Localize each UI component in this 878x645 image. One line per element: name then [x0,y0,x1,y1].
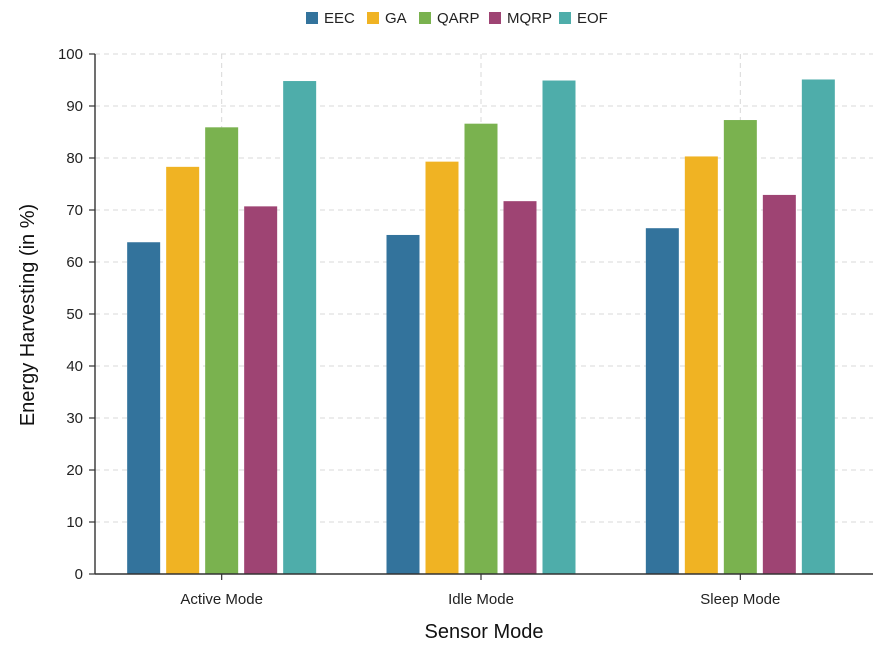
bar-mqrp-sleep-mode [762,194,796,575]
bar-eec-sleep-mode [645,228,679,574]
bar-ga-idle-mode [425,161,459,574]
bar-mqrp-active-mode [244,206,278,575]
legend-swatch-eof [559,12,571,24]
y-axis-title: Energy Harvesting (in %) [17,204,39,426]
legend-label-ga: GA [385,10,407,27]
legend: EEC GA QARP MQRP EOF [306,10,608,27]
bar-eof-active-mode [283,81,317,574]
bar-ga-active-mode [166,166,200,574]
legend-swatch-mqrp [489,12,501,24]
bar-ga-sleep-mode [684,156,718,574]
y-tick-label: 40 [66,358,83,375]
bars [127,79,835,575]
bar-eof-sleep-mode [801,79,835,574]
y-tick-label: 10 [66,514,83,531]
y-tick-label: 60 [66,254,83,271]
bar-qarp-active-mode [205,127,239,574]
x-tick-labels: Active Mode Idle Mode Sleep Mode [180,591,780,608]
y-tick-label: 20 [66,462,83,479]
bar-qarp-idle-mode [464,123,498,575]
legend-swatch-ga [367,12,379,24]
axes [89,53,873,580]
x-tick-label: Sleep Mode [700,591,780,608]
y-tick-label: 70 [66,202,83,219]
x-axis-title: Sensor Mode [425,621,544,643]
legend-swatch-eec [306,12,318,24]
bar-eec-idle-mode [386,234,420,574]
legend-label-mqrp: MQRP [507,10,552,27]
y-tick-label: 30 [66,410,83,427]
bar-mqrp-idle-mode [503,201,537,574]
legend-label-eof: EOF [577,10,608,27]
legend-swatch-qarp [419,12,431,24]
y-tick-label: 50 [66,306,83,323]
bar-eec-active-mode [127,242,161,575]
y-tick-label: 100 [58,46,83,63]
y-tick-label: 90 [66,98,83,115]
legend-label-eec: EEC [324,10,355,27]
legend-label-qarp: QARP [437,10,480,27]
bar-qarp-sleep-mode [723,120,757,574]
bar-eof-idle-mode [542,80,576,575]
y-tick-label: 0 [75,566,83,583]
y-tick-labels: 0 10 20 30 40 50 60 70 80 90 100 [58,46,83,583]
x-tick-label: Active Mode [180,591,263,608]
y-tick-label: 80 [66,150,83,167]
x-tick-label: Idle Mode [448,591,514,608]
